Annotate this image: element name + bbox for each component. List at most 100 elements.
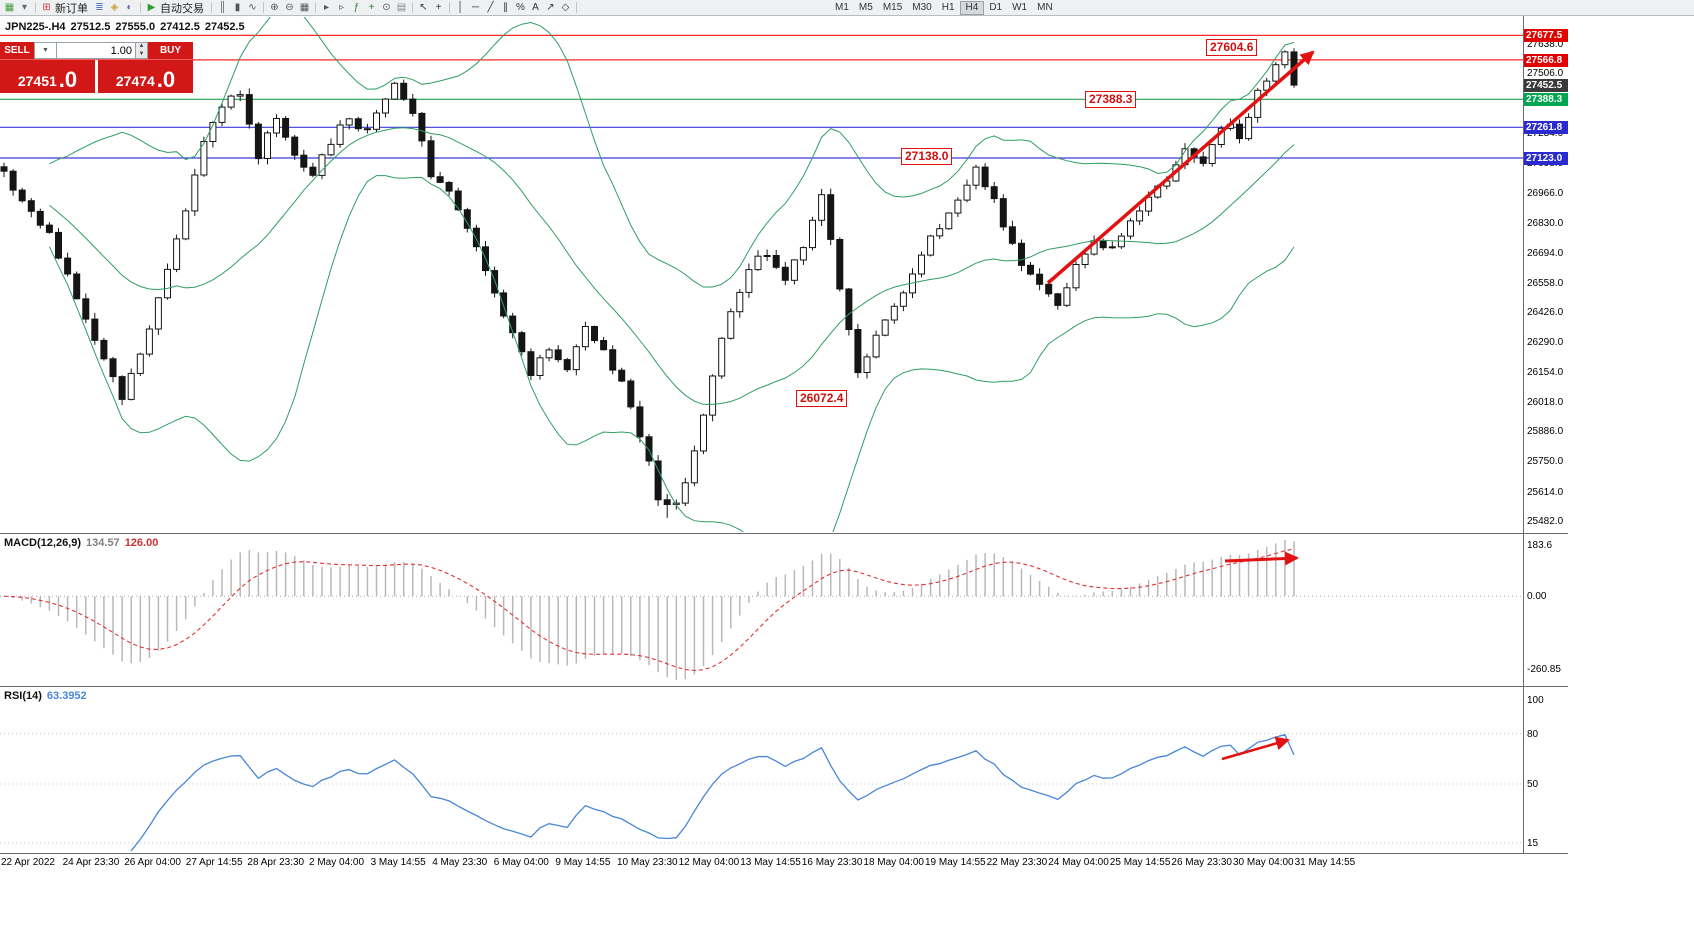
fibonacci-icon[interactable]: % bbox=[516, 2, 525, 13]
rsi-axis-label: 100 bbox=[1527, 695, 1544, 706]
price-divider bbox=[95, 60, 98, 93]
depth-of-market-icon[interactable]: ≣ bbox=[95, 2, 104, 13]
macd-title: MACD(12,26,9) bbox=[4, 537, 82, 549]
time-axis-label: 30 May 04:00 bbox=[1233, 857, 1294, 868]
channel-icon[interactable]: ∥ bbox=[503, 2, 508, 13]
time-axis-label: 13 May 14:55 bbox=[740, 857, 801, 868]
time-axis-label: 28 Apr 23:30 bbox=[247, 857, 305, 868]
time-axis-label: 18 May 04:00 bbox=[863, 857, 924, 868]
hline-icon[interactable]: ─ bbox=[471, 2, 480, 13]
timeframe-mn[interactable]: MN bbox=[1037, 1, 1053, 13]
buy-button[interactable]: BUY bbox=[148, 42, 193, 59]
buy-price-button[interactable]: 27474 .0 bbox=[98, 60, 193, 93]
timeframe-m15[interactable]: M15 bbox=[882, 1, 903, 13]
ohlc-bars-icon[interactable]: ║ bbox=[218, 2, 227, 13]
price-badge: 27123.0 bbox=[1524, 151, 1568, 165]
macd-axis-label: 0.00 bbox=[1527, 591, 1547, 603]
ohlc-low: 27412.5 bbox=[160, 21, 200, 33]
auto-trading-label[interactable]: 自动交易 bbox=[160, 2, 204, 15]
macd-axis-label: -260.85 bbox=[1527, 663, 1561, 675]
timeframe-h1[interactable]: H1 bbox=[941, 1, 955, 13]
timeframe-d1[interactable]: D1 bbox=[989, 1, 1003, 13]
price-callout: 27138.0 bbox=[901, 148, 953, 165]
crosshair-icon[interactable]: + bbox=[435, 2, 442, 13]
terminal-icon[interactable]: ◈ bbox=[110, 2, 119, 13]
price-badge: 27566.8 bbox=[1524, 53, 1568, 67]
buy-price-pips: .0 bbox=[156, 67, 176, 92]
price-callout: 27604.6 bbox=[1206, 39, 1258, 56]
timeframe-m1[interactable]: M1 bbox=[835, 1, 849, 13]
price-axis-label: 26290.0 bbox=[1527, 337, 1564, 349]
profiles-icon[interactable]: ▾ bbox=[21, 2, 28, 13]
periods-icon[interactable]: ⊙ bbox=[382, 2, 391, 13]
price-axis-label: 26018.0 bbox=[1527, 397, 1564, 409]
volume-input[interactable] bbox=[57, 42, 136, 59]
time-axis-label: 10 May 23:30 bbox=[617, 857, 678, 868]
shapes-icon[interactable]: ◇ bbox=[561, 2, 570, 13]
trendline-icon[interactable]: ╱ bbox=[487, 2, 494, 13]
one-click-trading-panel: SELL ▼ ▲▼ BUY 27451 .0 27474 .0 bbox=[0, 42, 193, 93]
toolbar-separator bbox=[35, 2, 36, 13]
sell-button[interactable]: SELL bbox=[0, 42, 34, 59]
volume-decrement-button[interactable]: ▼ bbox=[138, 50, 145, 57]
timeframe-w1[interactable]: W1 bbox=[1012, 1, 1028, 13]
sell-price: 27451 bbox=[17, 73, 57, 89]
new-order-icon[interactable]: ⊞ bbox=[42, 2, 51, 13]
price-axis-border bbox=[1523, 16, 1524, 853]
toolbar-separator bbox=[449, 2, 450, 13]
tile-windows-icon[interactable]: ▦ bbox=[299, 2, 310, 13]
time-axis-label: 2 May 04:00 bbox=[309, 857, 365, 868]
sell-price-button[interactable]: 27451 .0 bbox=[0, 60, 95, 93]
price-badge: 27261.8 bbox=[1524, 121, 1568, 135]
new-order-label[interactable]: 新订单 bbox=[55, 2, 88, 15]
time-axis-label: 26 May 23:30 bbox=[1171, 857, 1232, 868]
timeframe-m30[interactable]: M30 bbox=[912, 1, 932, 13]
cursor-icon[interactable]: ↖ bbox=[419, 2, 428, 13]
candlestick-icon[interactable]: ▮ bbox=[234, 2, 241, 13]
zoom-in-icon[interactable]: ⊕ bbox=[270, 2, 279, 13]
price-axis-label: 25614.0 bbox=[1527, 486, 1564, 498]
price-axis-label: 27638.0 bbox=[1527, 39, 1564, 51]
price-callout: 26072.4 bbox=[796, 390, 848, 407]
indicator-add-icon[interactable]: + bbox=[368, 2, 375, 13]
toolbar-separator bbox=[315, 2, 316, 13]
timeframe-m5[interactable]: M5 bbox=[858, 1, 873, 13]
time-axis-label: 24 Apr 23:30 bbox=[62, 857, 120, 868]
vline-icon[interactable]: │ bbox=[457, 2, 464, 13]
macd-main-value: 134.57 bbox=[86, 537, 120, 549]
rsi-panel-separator[interactable] bbox=[0, 686, 1568, 687]
sell-price-pips: .0 bbox=[58, 67, 78, 92]
indicators-icon[interactable]: ƒ bbox=[353, 2, 360, 13]
price-axis-label: 26558.0 bbox=[1527, 277, 1564, 289]
time-axis-label: 26 Apr 04:00 bbox=[124, 857, 181, 868]
text-icon[interactable]: A bbox=[532, 2, 539, 13]
time-axis-label: 24 May 04:00 bbox=[1048, 857, 1109, 868]
time-axis-label: 22 Apr 2022 bbox=[1, 857, 55, 868]
price-axis-label: 26830.0 bbox=[1527, 217, 1564, 229]
auto-trading-icon[interactable]: ▶ bbox=[147, 2, 156, 13]
strategy-tester-icon[interactable]: ◐ bbox=[126, 2, 133, 13]
price-axis-label: 27506.0 bbox=[1527, 68, 1564, 80]
price-axis-label: 25482.0 bbox=[1527, 515, 1564, 527]
time-axis-label: 27 Apr 14:55 bbox=[185, 857, 243, 868]
line-chart-icon[interactable]: ∿ bbox=[248, 2, 257, 13]
time-axis-separator bbox=[0, 853, 1568, 854]
new-chart-icon[interactable]: ▦ bbox=[4, 2, 15, 13]
templates-icon[interactable]: ▤ bbox=[396, 2, 407, 13]
toolbar: ▦ ▾ ⊞ 新订单 ≣ ◈ ◐ ▶ 自动交易 ║ ▮ ∿ ⊕ ⊖ ▦ ▸ ▹ ƒ + ⊙ ▤ ↖ + │ ─ ╱ ∥% A ↗ ◇ M1 M5… bbox=[0, 0, 1694, 16]
price-axis-label: 26966.0 bbox=[1527, 187, 1564, 199]
buy-price: 27474 bbox=[115, 73, 155, 89]
chart-shift-icon[interactable]: ▹ bbox=[338, 2, 345, 13]
rsi-title: RSI(14) bbox=[4, 690, 42, 702]
chart-ohlc-header: JPN225-.H4 27512.5 27555.0 27412.5 27452.5 bbox=[5, 21, 250, 33]
price-badge: 27452.5 bbox=[1524, 79, 1568, 93]
time-axis-label: 22 May 23:30 bbox=[986, 857, 1048, 868]
volume-dropdown[interactable]: ▼ bbox=[34, 42, 57, 59]
timeframe-h4[interactable]: H4 bbox=[959, 0, 985, 15]
macd-panel-separator[interactable] bbox=[0, 533, 1568, 534]
zoom-out-icon[interactable]: ⊖ bbox=[285, 2, 294, 13]
arrows-icon[interactable]: ↗ bbox=[546, 2, 555, 13]
volume-increment-button[interactable]: ▲ bbox=[138, 43, 145, 49]
auto-scroll-icon[interactable]: ▸ bbox=[323, 2, 330, 13]
